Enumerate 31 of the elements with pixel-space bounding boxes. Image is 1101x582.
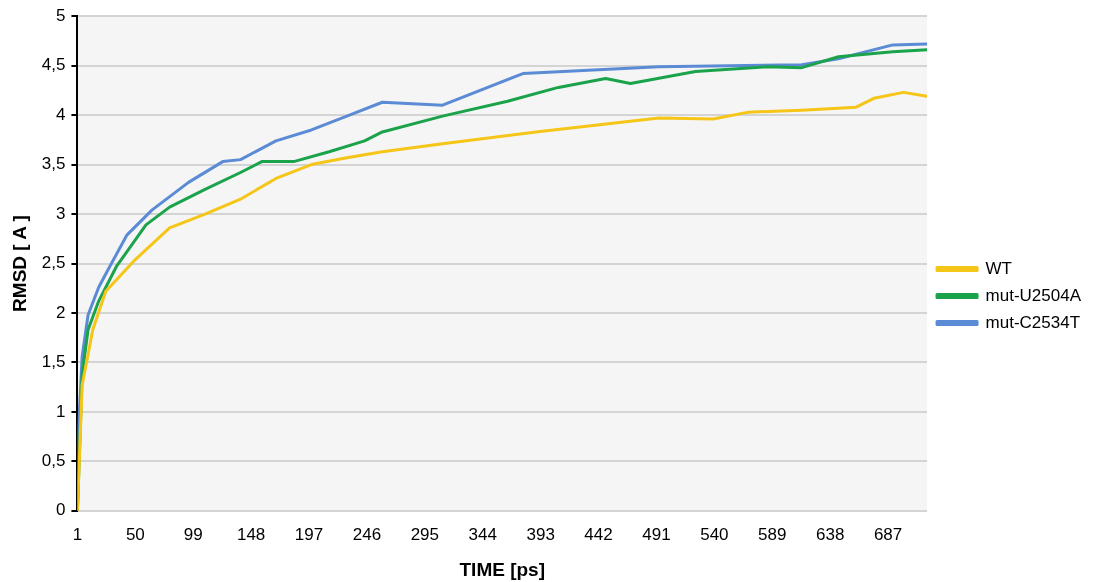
- y-tick-label: 2,5: [41, 253, 66, 273]
- x-tick-label: 638: [815, 524, 845, 544]
- legend-label: WT: [985, 258, 1012, 278]
- y-tick-label: 0: [55, 500, 66, 520]
- y-tick-label: 1,5: [41, 352, 66, 372]
- x-tick-label: 589: [758, 524, 787, 544]
- x-tick-label: 148: [236, 524, 266, 544]
- y-tick-label: 3: [55, 203, 66, 223]
- legend-label: mut-U2504A: [985, 285, 1082, 305]
- legend-label: mut-C2534T: [985, 312, 1081, 332]
- y-axis-title: RMSD [ A ]: [8, 215, 30, 312]
- x-tick-label: 246: [352, 524, 382, 544]
- x-tick-label: 99: [183, 524, 203, 544]
- y-tick-label: 2: [55, 302, 66, 322]
- x-axis-title: TIME [ps]: [459, 558, 545, 580]
- y-tick-label: 5: [55, 5, 66, 25]
- x-tick-label: 344: [468, 524, 497, 544]
- x-tick-label: 50: [125, 524, 145, 544]
- y-tick-label: 0,5: [41, 451, 66, 471]
- x-tick-label: 540: [700, 524, 729, 544]
- x-tick-label: 491: [642, 524, 671, 544]
- y-tick-label: 3,5: [41, 154, 66, 174]
- y-tick-label: 4,5: [41, 55, 66, 75]
- x-tick-label: 197: [294, 524, 324, 544]
- x-tick-label: 687: [873, 524, 903, 544]
- x-tick-label: 1: [72, 524, 83, 544]
- y-tick-label: 4: [55, 104, 66, 124]
- x-tick-label: 442: [584, 524, 613, 544]
- x-tick-label: 393: [526, 524, 555, 544]
- y-tick-label: 1: [55, 401, 66, 421]
- x-tick-label: 295: [410, 524, 440, 544]
